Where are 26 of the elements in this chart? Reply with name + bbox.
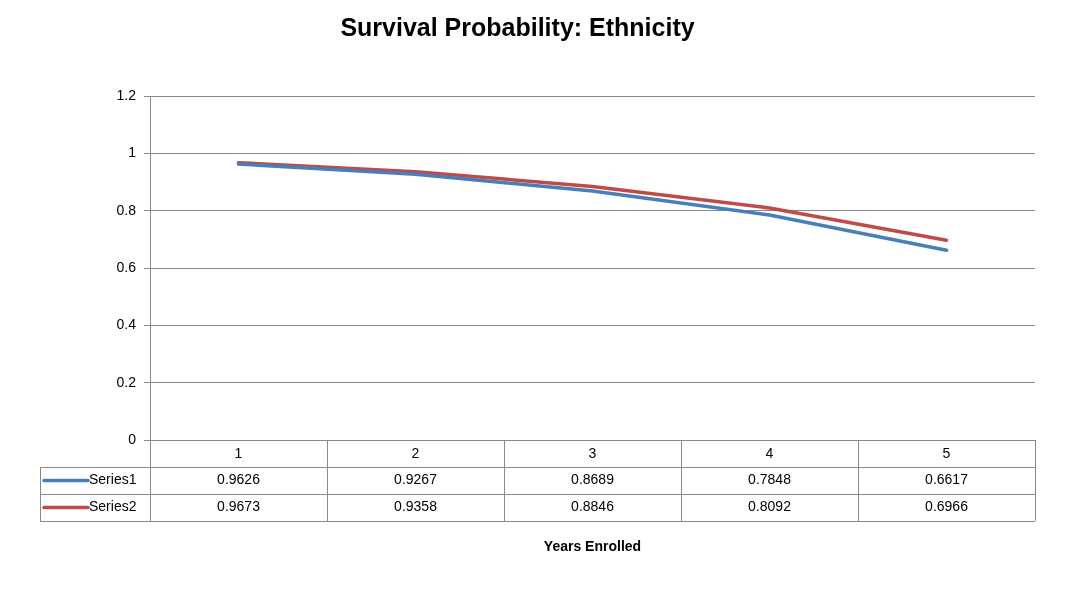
data-label: 0.8689 [571, 471, 615, 488]
y-tick-label: 0.4 [116, 316, 137, 333]
x-tick-label: 5 [942, 445, 951, 462]
legend-label: Series2 [89, 498, 137, 515]
data-label: 0.9267 [394, 471, 438, 488]
data-label: 0.9626 [217, 471, 261, 488]
y-tick-label: 0.6 [116, 258, 137, 275]
chart-title: Survival Probability: Ethnicity [340, 12, 695, 41]
data-label: 0.6966 [925, 498, 969, 515]
y-tick-label: 0.2 [116, 373, 137, 390]
legend-label: Series1 [89, 471, 137, 488]
y-tick-label: 1.2 [116, 86, 137, 103]
data-label: 0.6617 [925, 471, 969, 488]
data-label: 0.8846 [571, 498, 615, 515]
data-label: 0.7848 [748, 471, 792, 488]
data-label: 0.9673 [217, 498, 261, 515]
data-label: 0.9358 [394, 498, 438, 515]
y-tick-label: 0 [128, 430, 137, 447]
x-tick-label: 1 [234, 445, 243, 462]
x-tick-label: 2 [411, 445, 420, 462]
y-tick-label: 1 [128, 144, 137, 161]
data-label: 0.8092 [748, 498, 792, 515]
y-tick-label: 0.8 [116, 201, 137, 218]
x-tick-label: 4 [765, 445, 774, 462]
x-tick-label: 3 [588, 445, 597, 462]
text: Years Enrolled [543, 537, 642, 554]
